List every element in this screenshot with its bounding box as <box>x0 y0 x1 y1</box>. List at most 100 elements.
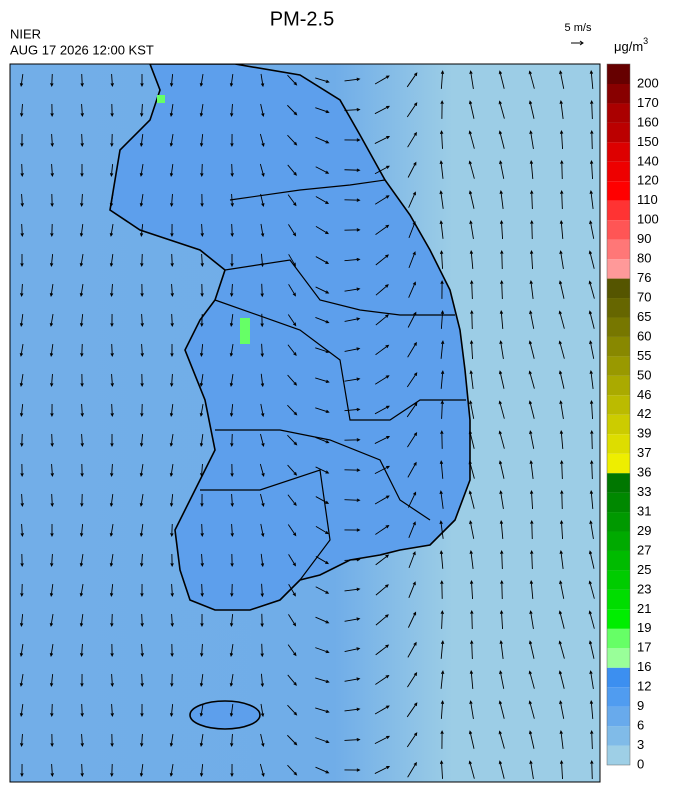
wind-arrow <box>498 100 505 119</box>
hotspot <box>240 318 250 344</box>
wind-arrow <box>80 433 84 448</box>
colorbar-label: 16 <box>637 659 651 674</box>
wind-arrow <box>169 73 174 87</box>
wind-arrow <box>200 253 204 268</box>
wind-arrow <box>559 430 564 450</box>
colorbar-segment <box>607 473 630 493</box>
wind-arrow <box>140 283 144 298</box>
colorbar-label: 60 <box>637 328 651 343</box>
wind-arrow <box>344 257 361 262</box>
wind-arrow <box>169 734 174 747</box>
wind-arrow <box>110 703 114 718</box>
wind-arrow <box>140 403 144 418</box>
wind-arrow <box>79 254 84 267</box>
wind-arrow <box>259 133 265 147</box>
colorbar-label: 3 <box>637 737 644 752</box>
wind-arrow <box>20 763 24 778</box>
wind-arrow <box>344 347 361 352</box>
colorbar-label: 0 <box>637 756 644 771</box>
wind-arrow <box>199 673 204 687</box>
wind-arrow <box>470 609 474 630</box>
wind-arrow <box>260 433 265 447</box>
wind-arrow <box>20 133 24 148</box>
wind-arrow <box>260 253 265 268</box>
wind-arrow <box>50 223 54 238</box>
wind-arrow <box>49 673 54 687</box>
wind-arrow <box>344 317 361 322</box>
colorbar-segment <box>607 609 630 629</box>
wind-arrow <box>110 73 114 88</box>
wind-arrow <box>287 194 297 207</box>
wind-arrow <box>499 490 504 509</box>
colorbar-segment <box>607 531 630 551</box>
wind-arrow <box>20 103 24 118</box>
wind-arrow <box>315 766 330 774</box>
wind-arrow <box>589 370 594 389</box>
wind-arrow <box>110 733 114 748</box>
colorbar-label: 100 <box>637 212 659 227</box>
wind-arrow <box>558 280 565 299</box>
wind-arrow <box>260 403 265 418</box>
wind-arrow <box>110 313 114 328</box>
wind-arrow <box>406 702 418 718</box>
wind-arrow <box>344 228 361 232</box>
wind-arrow <box>229 703 234 717</box>
wind-arrow <box>260 283 264 298</box>
colorbar-label: 140 <box>637 153 659 168</box>
wind-arrow <box>139 523 144 537</box>
wind-arrow <box>498 730 505 749</box>
colorbar-segment <box>607 356 630 376</box>
colorbar-segment <box>607 103 630 123</box>
wind-scale-label: 5 m/s <box>565 22 592 34</box>
wind-arrow <box>287 494 297 507</box>
wind-arrow <box>468 490 475 509</box>
wind-arrow <box>50 763 54 778</box>
colorbar-segment <box>607 239 630 260</box>
wind-arrow <box>170 313 174 328</box>
wind-arrow <box>344 677 361 682</box>
wind-arrow <box>528 640 535 659</box>
wind-arrow <box>110 133 114 148</box>
wind-arrow <box>170 343 174 358</box>
wind-arrow <box>315 707 330 713</box>
wind-arrow <box>199 404 204 417</box>
wind-arrow <box>440 100 444 119</box>
wind-arrow <box>315 496 330 504</box>
wind-arrow <box>439 550 444 569</box>
wind-arrow <box>468 190 475 209</box>
wind-arrow <box>529 610 534 629</box>
wind-arrow <box>200 163 204 178</box>
wind-arrow <box>50 163 54 178</box>
wind-arrow <box>50 133 54 148</box>
wind-arrow <box>260 193 265 208</box>
wind-arrow <box>374 465 391 475</box>
wind-arrow <box>199 343 204 357</box>
wind-arrow <box>559 220 564 240</box>
wind-arrow <box>20 553 24 568</box>
colorbar-segment <box>607 550 630 571</box>
wind-arrow <box>230 523 234 538</box>
wind-arrow <box>499 640 504 659</box>
wind-arrow <box>169 104 174 117</box>
wind-arrow <box>344 528 361 532</box>
wind-arrow <box>170 643 174 658</box>
wind-arrow <box>259 463 265 477</box>
wind-arrow <box>110 373 114 388</box>
wind-arrow <box>374 405 390 415</box>
colorbar-label: 110 <box>637 192 658 207</box>
wind-arrow <box>469 400 475 419</box>
wind-arrow <box>440 430 444 449</box>
wind-arrow <box>468 160 475 179</box>
wind-arrow <box>169 403 174 417</box>
wind-arrow <box>315 556 330 565</box>
wind-arrow <box>375 344 390 356</box>
wind-arrow <box>230 223 234 238</box>
wind-arrow <box>498 760 505 779</box>
wind-arrow <box>499 310 504 330</box>
wind-arrow <box>20 223 24 238</box>
wind-arrow <box>470 279 474 300</box>
wind-arrow <box>529 489 534 510</box>
wind-arrow <box>374 105 391 115</box>
